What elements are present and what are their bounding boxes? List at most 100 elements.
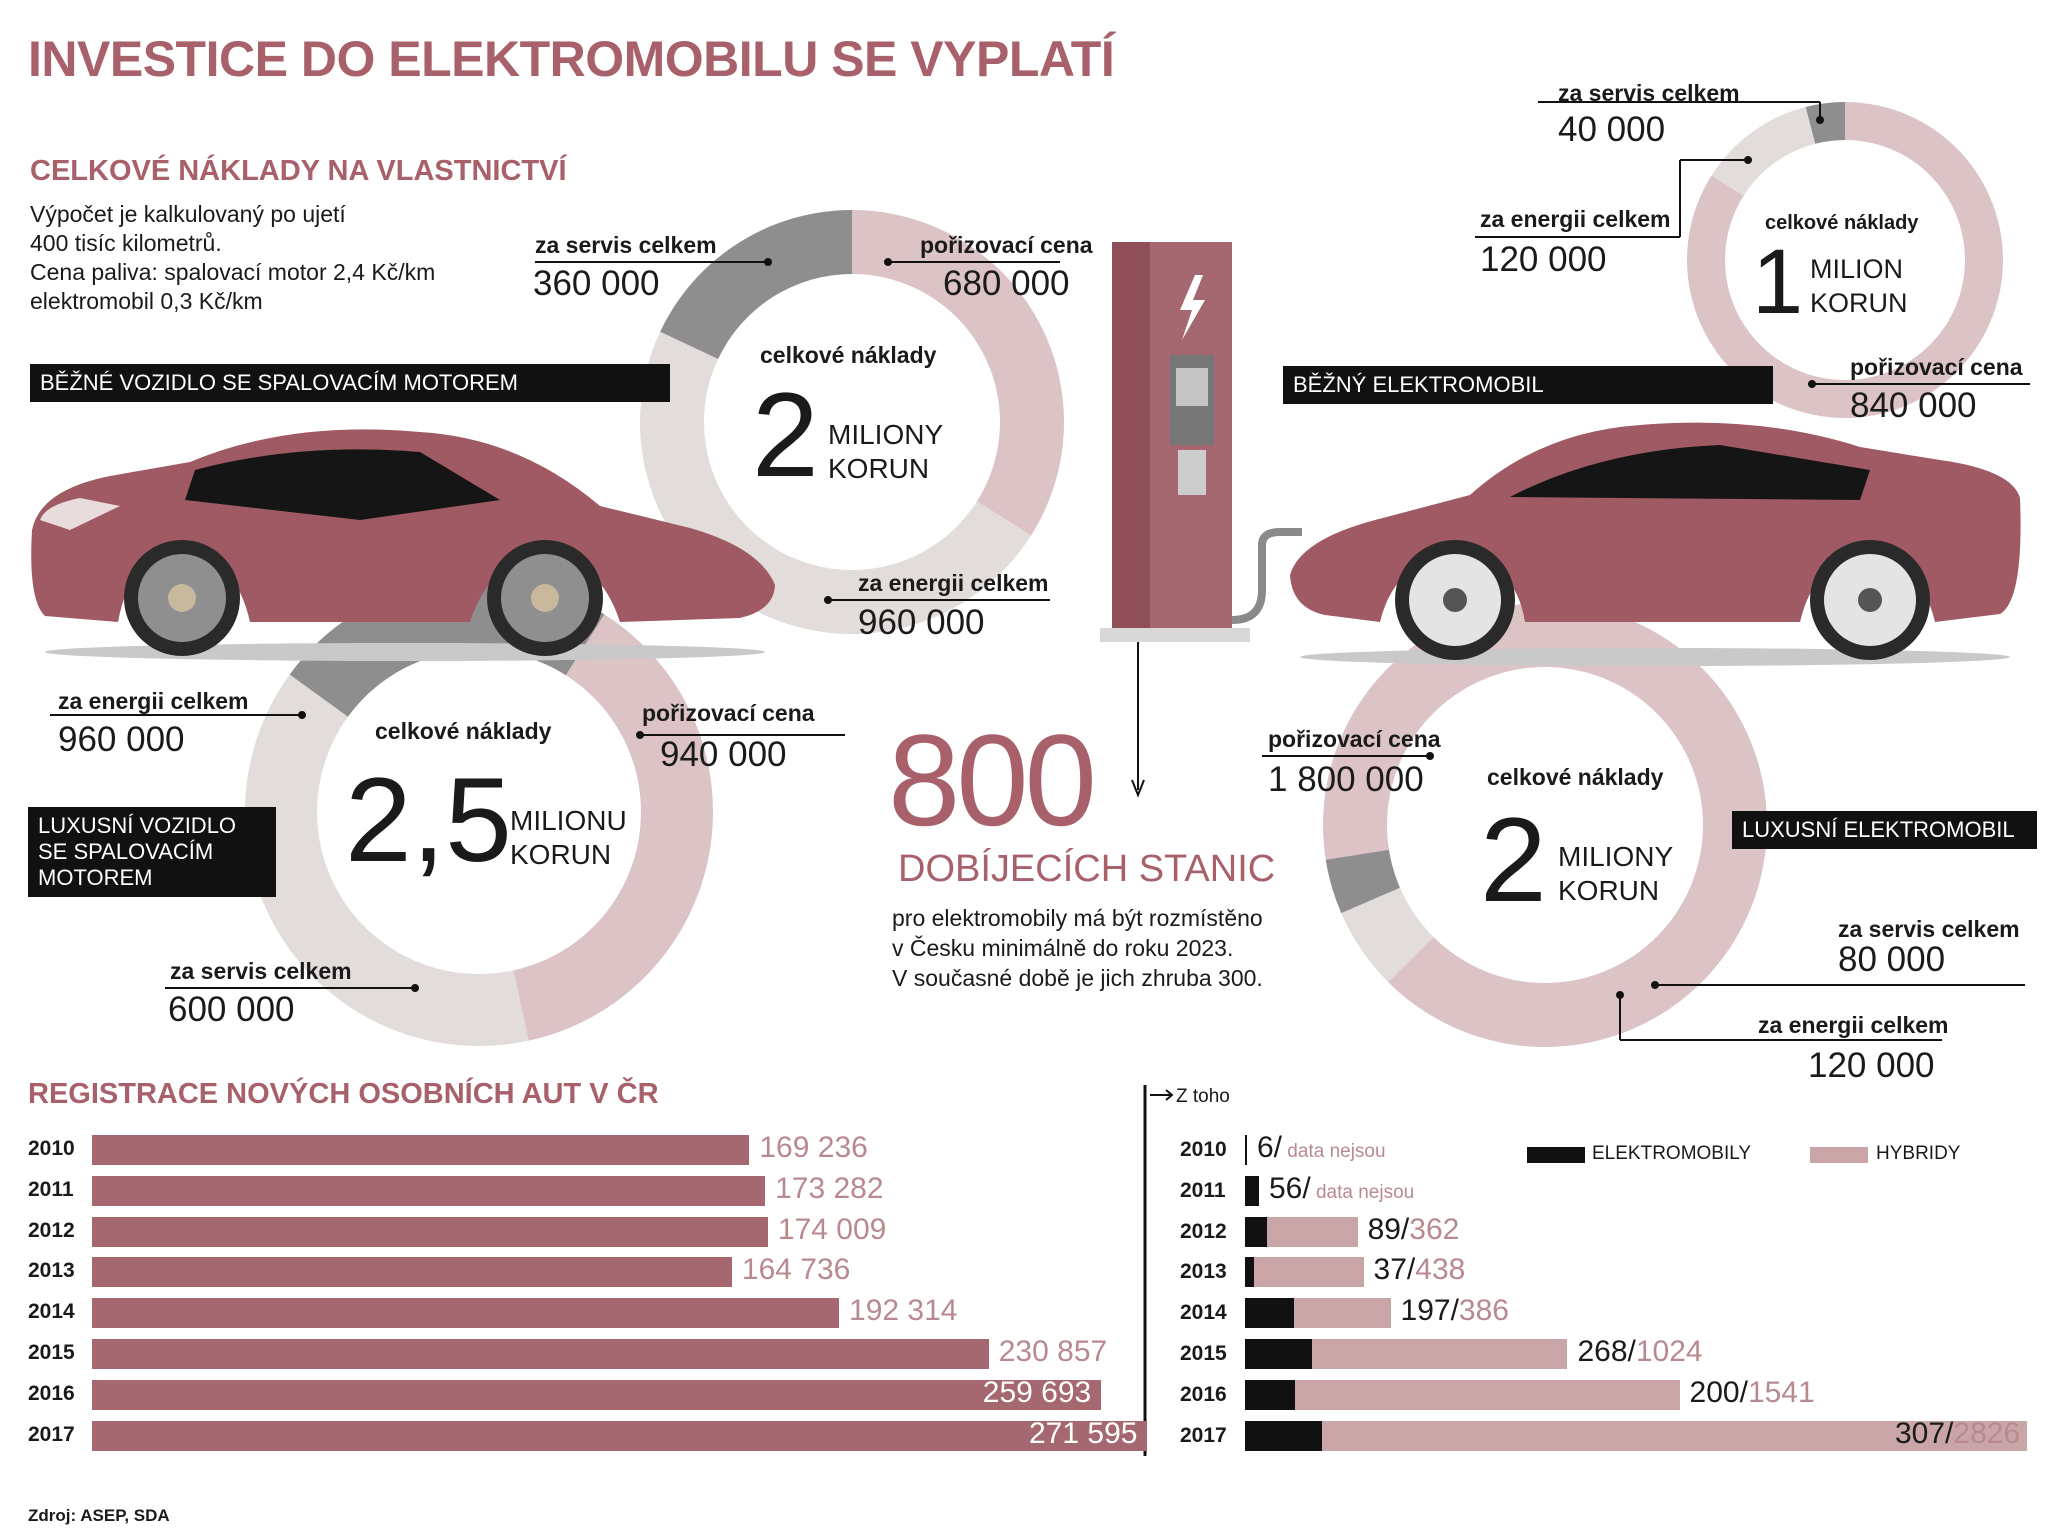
ev-hybrid-value: 37/438: [1374, 1253, 1466, 1287]
lux-ev-total-unit: MILIONY KORUN: [1558, 840, 1673, 908]
charging-station-illustration: [1100, 242, 1302, 798]
electric-bar: [1245, 1135, 1247, 1165]
tag-ice-vehicle: BĚŽNÉ VOZIDLO SE SPALOVACÍM MOTOREM: [30, 364, 670, 402]
ev-hybrid-value: 268/1024: [1577, 1335, 1702, 1369]
ice-total-number: 2: [752, 368, 819, 502]
lux-ice-energy-label: za energii celkem: [58, 688, 249, 714]
no-data-note: data nejsou: [1310, 1182, 1415, 1203]
registration-value: 164 736: [741, 1253, 851, 1286]
unit-line: KORUN: [828, 453, 930, 484]
ice-energy-value: 960 000: [858, 603, 985, 642]
registration-value: 174 009: [777, 1213, 887, 1246]
electric-bar: [1245, 1421, 1322, 1451]
year-label: 2017: [1180, 1424, 1227, 1447]
year-label: 2010: [28, 1137, 75, 1160]
registration-value: 259 693: [982, 1376, 1092, 1409]
registration-bar: [92, 1421, 1147, 1451]
unit-line: KORUN: [1558, 875, 1660, 906]
tco-section-title: CELKOVÉ NÁKLADY NA VLASTNICTVÍ: [30, 155, 567, 187]
lux-ice-service-value: 600 000: [168, 990, 295, 1029]
lux-ice-energy-value: 960 000: [58, 720, 185, 759]
ev-purchase-label: pořizovací cena: [1850, 354, 2023, 380]
year-label: 2011: [28, 1178, 74, 1201]
lux-ice-total-label: celkové náklady: [375, 718, 552, 744]
legend-hybrid-label: HYBRIDY: [1876, 1143, 1961, 1164]
ice-total-unit: MILIONY KORUN: [828, 418, 943, 486]
ev-hybrid-value: 197/386: [1401, 1294, 1509, 1328]
year-label: 2013: [1180, 1260, 1227, 1283]
service-slice: [660, 210, 852, 359]
year-label: 2016: [28, 1382, 75, 1405]
hybrid-value: 1541: [1747, 1376, 1815, 1409]
stations-title: DOBÍJECÍCH STANIC: [898, 848, 1276, 890]
leader-lines: [50, 101, 2030, 1041]
hybrid-value: 1024: [1635, 1335, 1703, 1368]
hybrid-bar: [1321, 1421, 2027, 1451]
ev-total-number: 1: [1752, 231, 1804, 333]
registration-bar: [92, 1298, 840, 1328]
lux-ev-service-label: za servis celkem: [1838, 916, 2020, 942]
electric-bar: [1245, 1257, 1255, 1287]
electric-bar: [1245, 1339, 1312, 1369]
year-label: 2015: [28, 1341, 75, 1364]
source-note: Zdroj: ASEP, SDA: [28, 1506, 170, 1525]
tco-note-line: Výpočet je kalkulovaný po ujetí: [30, 201, 346, 227]
ev-hybrid-value: 89/362: [1368, 1213, 1460, 1247]
electric-value: 307/: [1895, 1417, 1954, 1450]
electric-value: 89/: [1367, 1213, 1410, 1246]
ice-purchase-value: 680 000: [943, 264, 1070, 303]
tag-line: SE SPALOVACÍM: [38, 839, 214, 864]
stations-number: 800: [888, 707, 1097, 853]
legend-hybrid-swatch: [1810, 1147, 1868, 1163]
year-label: 2013: [28, 1259, 75, 1282]
registration-bar: [92, 1176, 766, 1206]
registration-bar: [92, 1217, 768, 1247]
year-label: 2015: [1180, 1342, 1227, 1365]
donut-luxury-electric-vehicle: [1323, 602, 1767, 1047]
combustion-car-illustration: [31, 429, 775, 661]
electric-car-illustration: [1290, 422, 2021, 666]
lux-ev-service-value: 80 000: [1838, 940, 1946, 979]
energy-slice: [1711, 106, 1816, 196]
unit-line: MILIONU: [510, 805, 627, 836]
hybrid-value: 438: [1415, 1253, 1466, 1286]
tag-line: LUXUSNÍ VOZIDLO: [38, 813, 237, 838]
registration-bar: [92, 1380, 1101, 1410]
ev-total-label: celkové náklady: [1765, 212, 1919, 234]
unit-line: MILIONY: [828, 419, 944, 450]
ev-energy-label: za energii celkem: [1480, 206, 1671, 232]
hybrid-bar: [1254, 1257, 1364, 1287]
lux-ev-purchase-label: pořizovací cena: [1268, 726, 1441, 752]
tag-line: MOTOREM: [38, 865, 153, 890]
hybrid-bar: [1267, 1217, 1358, 1247]
lux-ice-total-unit: MILIONU KORUN: [510, 804, 627, 872]
ev-hybrid-value: 200/1541: [1690, 1376, 1815, 1410]
electric-bar: [1245, 1298, 1295, 1328]
stations-text-line: V současné době je jich zhruba 300.: [892, 965, 1263, 991]
lux-ev-energy-label: za energii celkem: [1758, 1012, 1949, 1038]
unit-line: MILION: [1810, 254, 1904, 284]
hybrid-bar: [1294, 1298, 1391, 1328]
tco-note: Výpočet je kalkulovaný po ujetí 400 tisí…: [30, 200, 435, 316]
electric-value: 37/: [1373, 1253, 1416, 1286]
lux-ev-total-number: 2: [1480, 793, 1547, 927]
lux-ev-total-label: celkové náklady: [1487, 764, 1664, 790]
ev-hybrid-value: 307/2826: [1895, 1417, 2020, 1451]
year-label: 2014: [28, 1300, 75, 1323]
tag-luxury-electric-vehicle: LUXUSNÍ ELEKTROMOBIL: [1732, 811, 2037, 849]
ev-total-unit: MILION KORUN: [1810, 252, 1908, 320]
ice-total-label: celkové náklady: [760, 342, 937, 368]
lux-ev-purchase-value: 1 800 000: [1268, 760, 1424, 799]
service-slice: [1805, 102, 1845, 144]
lux-ice-service-label: za servis celkem: [170, 958, 352, 984]
lux-ice-purchase-label: pořizovací cena: [642, 700, 815, 726]
lux-ice-total-number: 2,5: [345, 753, 512, 887]
electric-value: 200/: [1689, 1376, 1748, 1409]
donut-electric-vehicle: [1687, 102, 2003, 418]
purchase-slice: [852, 210, 1064, 536]
tco-note-line: 400 tisíc kilometrů.: [30, 230, 222, 256]
registration-bar: [92, 1257, 732, 1287]
ev-service-value: 40 000: [1558, 110, 1666, 149]
z-toho-label: Z toho: [1176, 1086, 1230, 1107]
hybrid-bar: [1311, 1339, 1568, 1369]
